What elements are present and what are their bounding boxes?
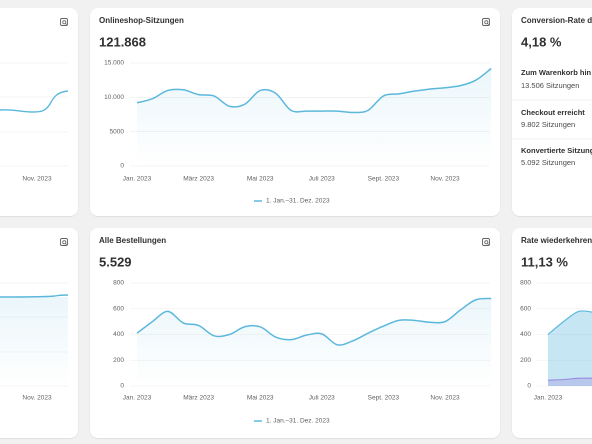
partial-area	[0, 297, 68, 386]
y-tick-label: 0	[120, 163, 124, 170]
metric-value: 11,13 %	[521, 254, 568, 269]
area	[548, 310, 592, 386]
partial-line	[0, 294, 69, 298]
x-tick-label: Mai 2023	[247, 395, 274, 402]
card-title: Rate wiederkehrende	[521, 236, 592, 245]
step-label: Konvertierte Sitzung	[521, 146, 592, 155]
y-tick-label: 400	[520, 331, 531, 338]
y-tick-label: 10.000	[104, 94, 124, 101]
area-line	[547, 377, 592, 381]
card	[512, 8, 592, 216]
metric-value: 4,18 %	[521, 34, 562, 49]
y-tick-label: 800	[113, 280, 124, 287]
x-tick-label: März 2023	[183, 176, 214, 183]
x-tick-label: Nov. 2023	[430, 176, 460, 183]
partial-line	[0, 90, 69, 113]
x-tick-label: Jan. 2023	[123, 395, 152, 402]
x-tick-label: Sept. 2023	[368, 176, 400, 183]
metric-value: 5.529	[99, 254, 132, 269]
card	[512, 228, 592, 438]
line	[136, 297, 492, 346]
step-sessions: 9.802 Sitzungen	[521, 120, 575, 129]
x-tick-label: Juli 2023	[309, 176, 335, 183]
step-label: Zum Warenkorb hin	[521, 68, 592, 77]
area-fill	[137, 68, 492, 166]
y-tick-label: 400	[113, 331, 124, 338]
x-tick-label: Juli 2023	[309, 395, 335, 402]
x-tick-label: März 2023	[183, 395, 214, 402]
line	[136, 67, 492, 114]
metric-value: 121.868	[99, 34, 146, 49]
legend-label: 1. Jan.–31. Dez. 2023	[266, 198, 330, 205]
y-tick-label: 5000	[110, 128, 125, 135]
y-tick-label: 600	[520, 305, 531, 312]
y-tick-label: 0	[527, 383, 531, 390]
y-tick-label: 200	[520, 357, 531, 364]
x-tick-label: Nov. 2023	[430, 395, 460, 402]
legend-label: 1. Jan.–31. Dez. 2023	[266, 418, 330, 425]
x-tick-label: Mai 2023	[247, 176, 274, 183]
step-sessions: 5.092 Sitzungen	[521, 158, 575, 167]
card-title: Conversion-Rate de	[521, 16, 592, 25]
card-title: Onlineshop-Sitzungen	[99, 16, 184, 25]
area-line	[547, 310, 592, 335]
x-tick-label: Jan. 2023	[123, 176, 152, 183]
step-label: Checkout erreicht	[521, 108, 585, 117]
x-tick-label: Jan. 2023	[534, 395, 563, 402]
y-tick-label: 200	[113, 357, 124, 364]
card-title: Alle Bestellungen	[99, 236, 166, 245]
x-tick-label: Nov. 2023	[22, 395, 52, 402]
y-tick-label: 600	[113, 305, 124, 312]
y-tick-label: 800	[520, 280, 531, 287]
x-tick-label: Nov. 2023	[22, 176, 52, 183]
x-tick-label: Sept. 2023	[368, 395, 400, 402]
step-sessions: 13.506 Sitzungen	[521, 81, 579, 90]
y-tick-label: 0	[120, 383, 124, 390]
y-tick-label: 15.000	[104, 60, 124, 67]
